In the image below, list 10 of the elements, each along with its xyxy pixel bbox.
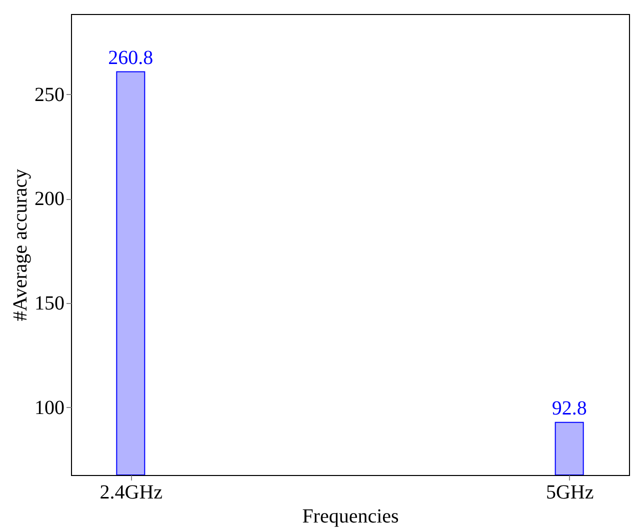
x-tick-label: 5GHz bbox=[546, 482, 594, 504]
y-axis-title: #Average accuracy bbox=[10, 168, 32, 322]
data-label: 92.8 bbox=[552, 397, 587, 420]
x-tick-label: 2.4GHz bbox=[100, 482, 163, 504]
y-tick-label: 200 bbox=[34, 188, 64, 210]
y-tick-label: 100 bbox=[34, 396, 64, 419]
y-tick-label: 150 bbox=[34, 292, 64, 315]
x-axis-title: Frequencies bbox=[302, 506, 400, 528]
y-tick-label: 250 bbox=[34, 84, 64, 106]
data-label: 260.8 bbox=[108, 46, 154, 69]
